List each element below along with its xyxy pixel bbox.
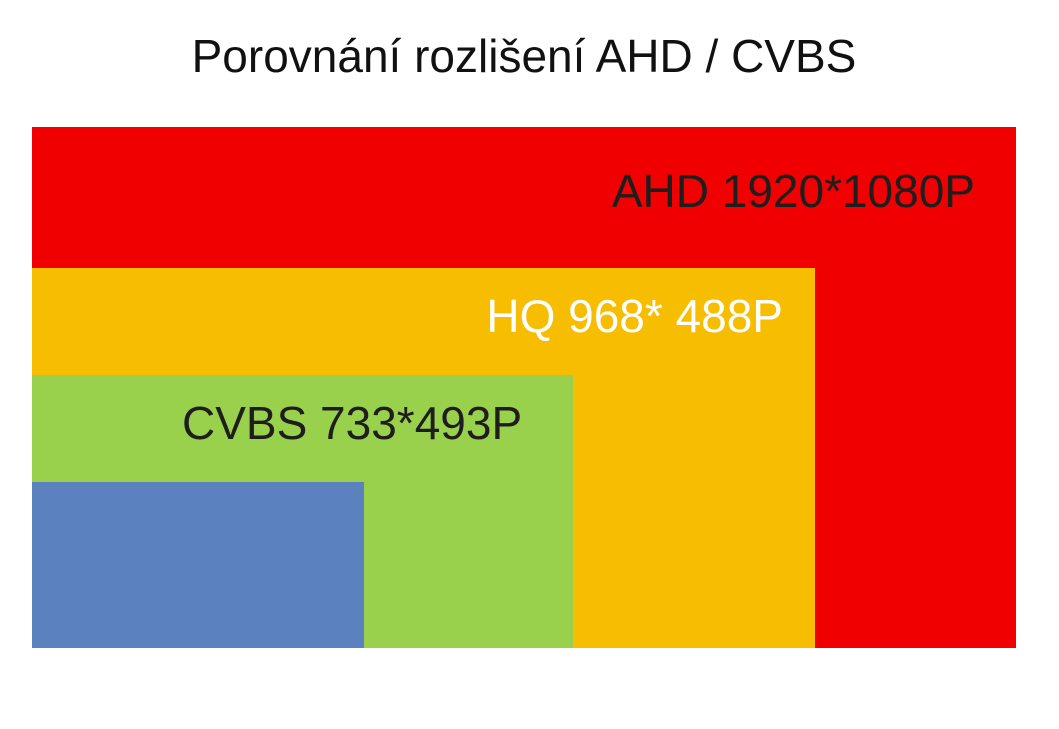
title: Porovnání rozlišení AHD / CVBS (192, 30, 857, 82)
ahd-label: AHD 1920*1080P (612, 165, 975, 217)
inner-area (32, 482, 364, 648)
cvbs-label: CVBS 733*493P (182, 397, 522, 449)
hq-label: HQ 968* 488P (486, 290, 783, 342)
